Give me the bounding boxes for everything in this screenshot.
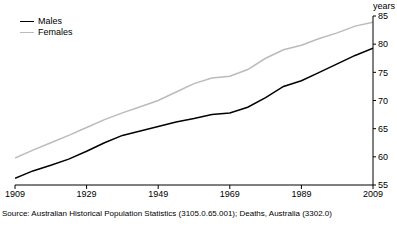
svg-text:1909: 1909: [8, 189, 25, 199]
svg-text:1969: 1969: [220, 189, 240, 199]
svg-text:60: 60: [378, 152, 388, 162]
svg-text:55: 55: [378, 180, 388, 190]
svg-text:2009: 2009: [363, 189, 383, 199]
svg-text:1989: 1989: [291, 189, 311, 199]
svg-text:1929: 1929: [77, 189, 97, 199]
svg-text:85: 85: [378, 11, 388, 21]
svg-text:65: 65: [378, 124, 388, 134]
svg-text:70: 70: [378, 96, 388, 106]
html-text:Females: Females: [38, 27, 73, 37]
html-text:Males: Males: [38, 16, 62, 26]
html-text:years: years: [373, 1, 395, 11]
svg-text:1949: 1949: [148, 189, 168, 199]
html-text:Source: Australian Historical: Source: Australian Historical Population…: [2, 209, 332, 218]
svg-text:75: 75: [378, 68, 388, 78]
svg-text:80: 80: [378, 39, 388, 49]
